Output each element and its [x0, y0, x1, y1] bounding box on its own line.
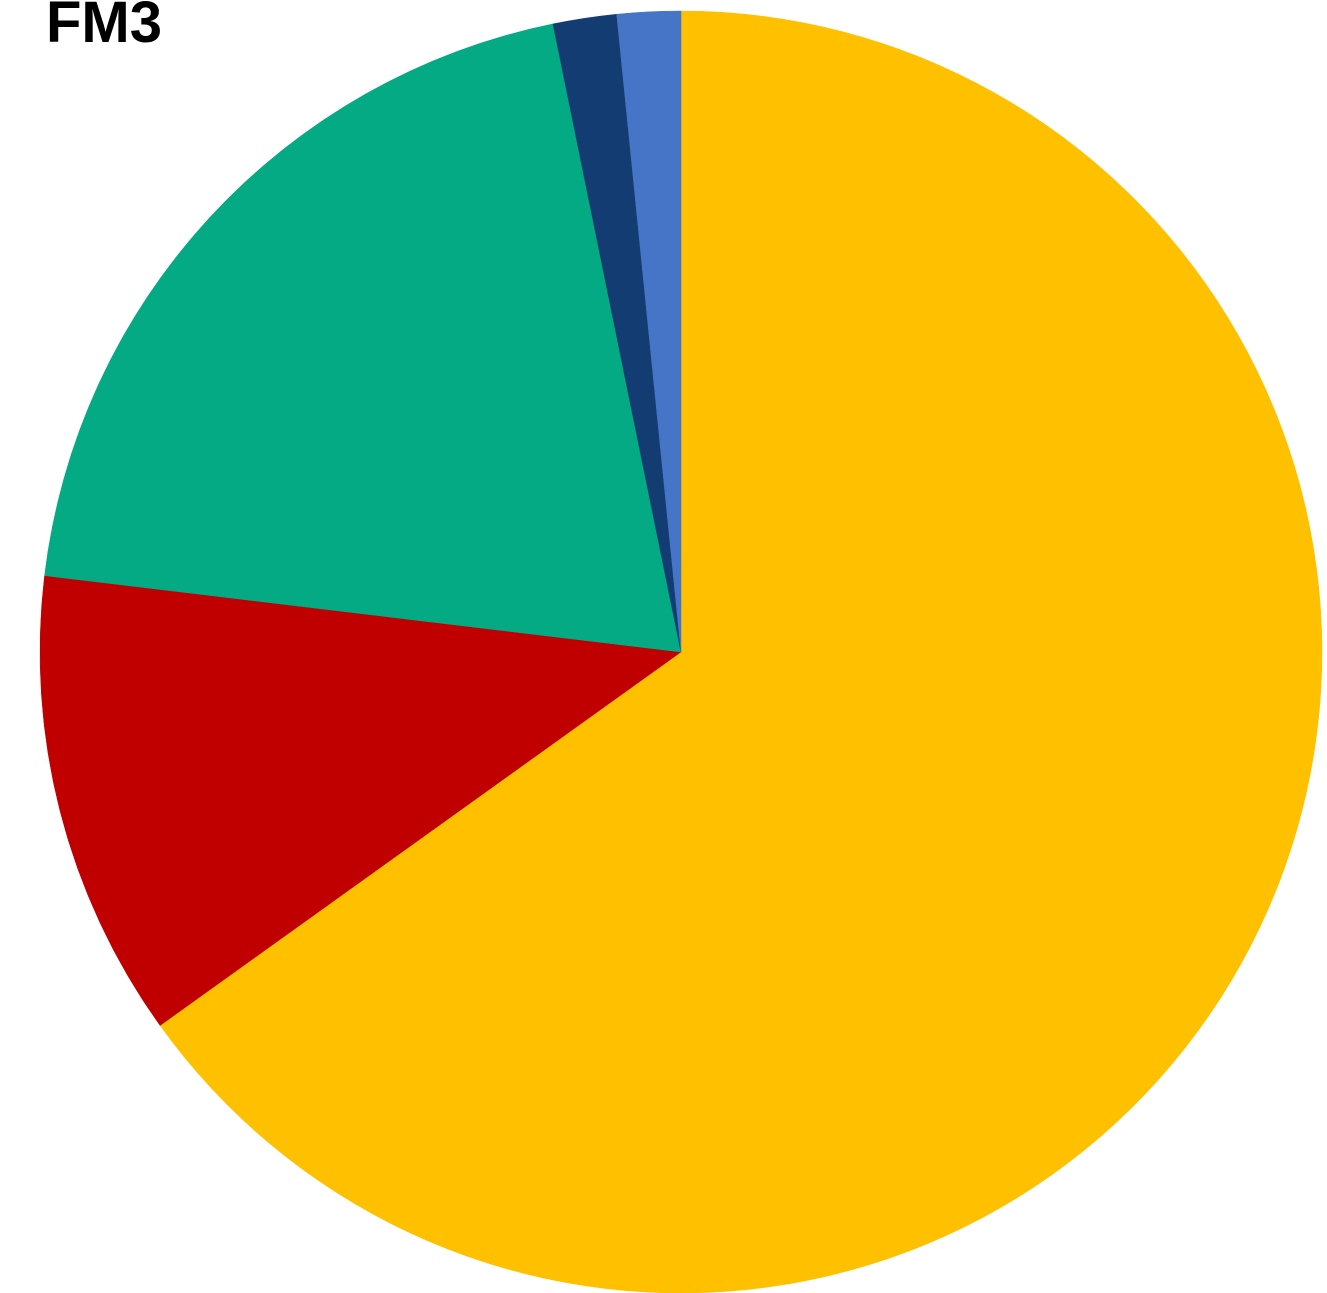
pie-slice	[616, 10, 682, 653]
pie-slice	[159, 10, 1323, 1293]
chart-title: FM3	[46, 0, 162, 55]
pie	[39, 10, 1323, 1293]
pie-slice	[39, 575, 682, 1026]
pie-slice	[44, 23, 682, 653]
